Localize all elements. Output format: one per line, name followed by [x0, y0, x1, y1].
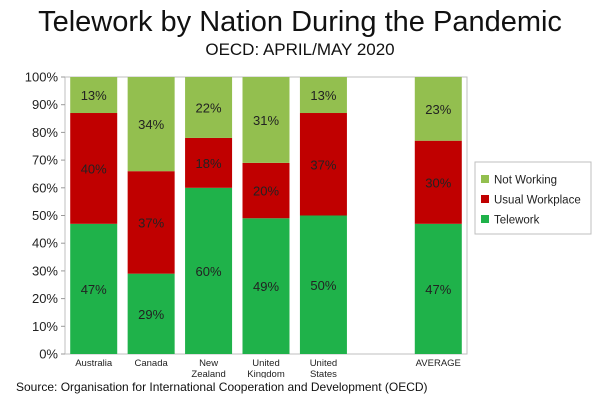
data-label: 37%: [310, 157, 336, 172]
y-tick-label: 50%: [32, 208, 58, 223]
data-label: 49%: [253, 279, 279, 294]
data-label: 18%: [196, 156, 222, 171]
bar-segment: [414, 223, 462, 354]
bar-segment: [414, 77, 462, 141]
data-label: 31%: [253, 113, 279, 128]
bar-segment: [127, 77, 175, 172]
data-label: 13%: [81, 88, 107, 103]
y-tick-label: 60%: [32, 180, 58, 195]
y-tick-label: 0%: [39, 347, 58, 362]
bar-segment: [70, 113, 118, 224]
data-label: 40%: [81, 161, 107, 176]
bar-segment: [127, 273, 175, 354]
data-label: 60%: [196, 264, 222, 279]
y-tick-label: 30%: [32, 263, 58, 278]
data-label: 13%: [310, 88, 336, 103]
category-label: Zealand: [191, 369, 225, 378]
bar-segment: [299, 113, 347, 216]
bar-segment: [185, 137, 233, 188]
category-label: Kingdom: [247, 369, 285, 378]
category-label: States: [310, 369, 337, 378]
category-label: Australia: [75, 358, 113, 369]
y-tick-label: 90%: [32, 97, 58, 112]
stacked-bar-chart: 0% 10% 20% 30% 40% 50% 60% 70% 80% 90% 100% 47% 40% 1…: [25, 70, 592, 378]
data-label: 23%: [425, 102, 451, 117]
data-label: 50%: [310, 278, 336, 293]
y-tick-label: 100%: [25, 70, 59, 85]
category-label: United: [310, 358, 337, 369]
bar-segment: [70, 77, 118, 114]
bar-segment: [127, 171, 175, 274]
bar-segment: [414, 140, 462, 224]
data-label: 37%: [138, 215, 164, 230]
bar-segment: [242, 162, 290, 219]
legend-swatch: [481, 195, 489, 203]
bar-segment: [242, 77, 290, 163]
category-label: United: [252, 358, 279, 369]
category-label: AVERAGE: [416, 358, 461, 369]
bar-segment: [299, 77, 347, 114]
data-label: 34%: [138, 117, 164, 132]
legend-label: Not Working: [494, 175, 557, 187]
y-tick-label: 20%: [32, 291, 58, 306]
bar-segment: [185, 187, 233, 354]
data-label: 29%: [138, 307, 164, 322]
bar-segment: [242, 218, 290, 354]
data-label: 22%: [196, 100, 222, 115]
data-label: 47%: [425, 282, 451, 297]
bar-segment: [70, 223, 118, 354]
y-tick-label: 40%: [32, 236, 58, 251]
legend-label: Usual Workplace: [494, 195, 581, 207]
y-tick-label: 80%: [32, 125, 58, 140]
category-label: New: [199, 358, 218, 369]
data-label: 47%: [81, 282, 107, 297]
legend-label: Telework: [494, 215, 540, 227]
chart-subtitle: OECD: APRIL/MAY 2020: [205, 40, 395, 59]
legend-swatch: [481, 215, 489, 223]
legend-swatch: [481, 175, 489, 183]
category-label: Canada: [135, 358, 169, 369]
bar-segment: [185, 77, 233, 138]
source-note: Source: Organisation for International C…: [16, 380, 428, 394]
y-tick-label: 10%: [32, 319, 58, 334]
data-label: 20%: [253, 184, 279, 199]
bar-segment: [299, 215, 347, 354]
data-label: 30%: [425, 175, 451, 190]
chart-title: Telework by Nation During the Pandemic: [38, 6, 562, 38]
legend-box: [474, 161, 592, 235]
y-tick-label: 70%: [32, 153, 58, 168]
